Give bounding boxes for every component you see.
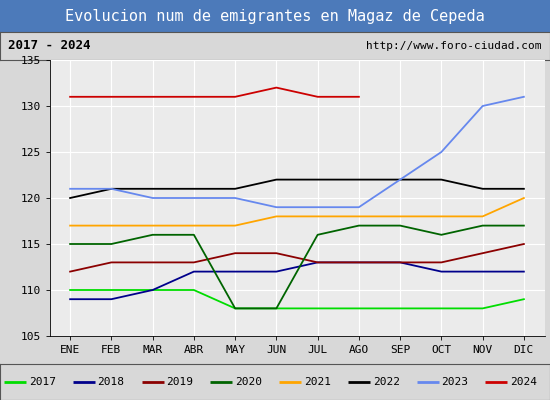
Text: 2018: 2018 (98, 377, 125, 387)
Text: 2021: 2021 (304, 377, 331, 387)
Text: 2022: 2022 (373, 377, 400, 387)
Text: 2019: 2019 (166, 377, 194, 387)
Text: 2020: 2020 (235, 377, 262, 387)
Text: 2017: 2017 (29, 377, 56, 387)
Text: 2023: 2023 (441, 377, 469, 387)
Text: 2024: 2024 (510, 377, 537, 387)
Text: 2017 - 2024: 2017 - 2024 (8, 40, 91, 52)
Text: http://www.foro-ciudad.com: http://www.foro-ciudad.com (366, 41, 542, 51)
Text: Evolucion num de emigrantes en Magaz de Cepeda: Evolucion num de emigrantes en Magaz de … (65, 8, 485, 24)
